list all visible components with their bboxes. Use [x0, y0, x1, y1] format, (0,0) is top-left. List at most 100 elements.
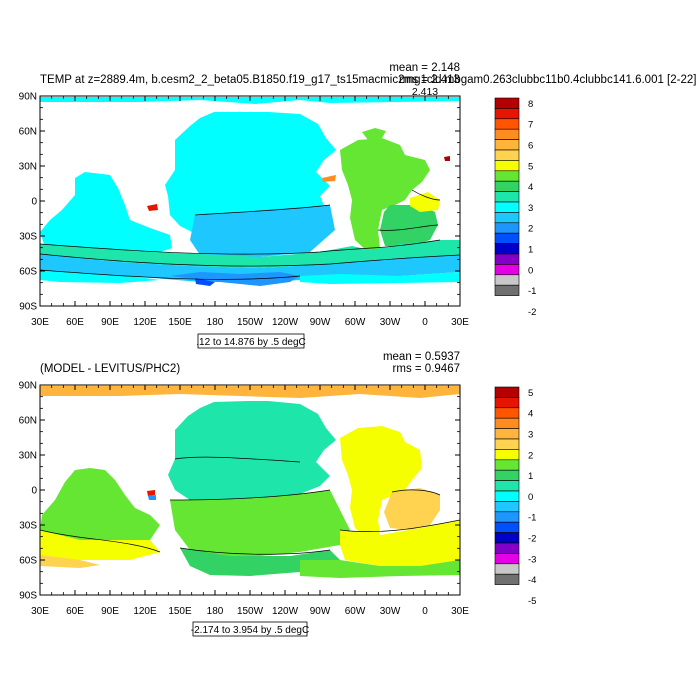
colorbar-swatch — [494, 459, 520, 471]
x-tick-label: 90E — [101, 317, 119, 328]
y-tick-label: 30N — [19, 451, 37, 462]
panel-top-axes: 30E 60E 90E 120E 150E 180 150W 120W 90W 60W 30W 0 30… — [19, 92, 470, 329]
field-southern-ocean-deep — [195, 278, 215, 286]
colorbar-swatch — [494, 149, 520, 161]
colorbar-swatch — [494, 397, 520, 409]
colorbar-swatch — [494, 191, 520, 203]
panel-top-field — [40, 97, 460, 286]
y-tick-label: 90N — [19, 381, 37, 392]
panel-top-range-label: .12 to 14.876 by .5 degC — [196, 337, 306, 348]
x-tick-label: 150W — [237, 606, 264, 617]
colorbar-swatch — [494, 469, 520, 481]
colorbar-swatch — [494, 449, 520, 461]
colorbar-label: -1 — [528, 513, 536, 524]
colorbar-swatch — [494, 222, 520, 234]
field2-south-pacific — [170, 490, 350, 556]
y-tick-label: 30N — [19, 162, 37, 173]
x-tick-label: 120W — [272, 317, 299, 328]
field2-north-pacific — [168, 401, 336, 500]
panel-top-colorbar: 8 7 6 5 4 3 2 1 0 -1 -2 2.413 — [412, 86, 537, 318]
colorbar-label: -2 — [528, 534, 536, 545]
x-tick-label: 60E — [66, 317, 84, 328]
field-north-atlantic-warm — [340, 138, 430, 252]
colorbar-label: 7 — [528, 120, 533, 131]
field-med-patch — [444, 156, 450, 161]
panel-bottom-field — [40, 386, 460, 578]
panel-bottom-range-label: -2.174 to 3.954 by .5 degC — [191, 625, 309, 636]
colorbar-swatch — [494, 490, 520, 502]
colorbar-swatch — [494, 108, 520, 120]
field-orange-patch — [322, 175, 336, 182]
field-eastern-atlantic-warm — [410, 192, 440, 212]
colorbar-swatch — [494, 232, 520, 244]
field2-southern-indian — [40, 555, 100, 568]
x-tick-label: 30E — [451, 317, 469, 328]
x-tick-label: 150E — [168, 606, 192, 617]
x-tick-label: 30E — [451, 606, 469, 617]
x-tick-label: 30E — [31, 606, 49, 617]
colorbar-swatch — [494, 118, 520, 130]
colorbar-label: -3 — [528, 554, 536, 565]
colorbar-label: 5 — [528, 388, 533, 399]
x-tick-label: 60W — [345, 606, 366, 617]
colorbar-label: 4 — [528, 182, 533, 193]
x-tick-label: 90W — [310, 317, 331, 328]
colorbar-label: -1 — [528, 286, 536, 297]
field2-red-patch — [147, 490, 155, 496]
field-indian-ocean — [40, 172, 172, 252]
panel-bottom-contours — [40, 456, 460, 555]
x-tick-label: 30W — [380, 317, 401, 328]
field2-blue-patch — [148, 495, 156, 500]
x-tick-label: 60W — [345, 317, 366, 328]
colorbar-swatch — [494, 407, 520, 419]
panel-bottom-range-box — [192, 621, 308, 637]
field-southern-ocean-4 — [40, 270, 160, 283]
field2-southern-atlantic-2 — [340, 520, 460, 566]
y-tick-label: 0 — [31, 486, 37, 497]
colorbar-label: 1 — [528, 245, 533, 256]
colorbar-swatch — [494, 521, 520, 533]
colorbar-swatch — [494, 180, 520, 192]
colorbar-swatch — [494, 243, 520, 255]
panel-bottom-axes: 30E 60E 90E 120E 150E 180 150W 120W 90W 60W 30W 0 30… — [19, 381, 470, 618]
panel-bottom-colorbar: 5 4 3 2 1 0 -1 -2 -3 -4 -5 — [494, 386, 536, 607]
x-tick-label: 180 — [207, 317, 224, 328]
colorbar-label: 8 — [528, 99, 533, 110]
colorbar-swatch — [494, 532, 520, 544]
y-tick-label: 90S — [19, 302, 37, 313]
colorbar-swatch — [494, 201, 520, 213]
y-tick-label: 90N — [19, 92, 37, 103]
panel-top: TEMP at z=2889.4m, b.cesm2_2_beta05.B185… — [19, 62, 696, 349]
colorbar-swatch — [494, 139, 520, 151]
field2-east-atlantic — [384, 488, 440, 530]
x-tick-label: 90W — [310, 606, 331, 617]
colorbar-label: 1 — [528, 471, 533, 482]
colorbar-swatch — [494, 428, 520, 440]
colorbar-label: 0 — [528, 492, 533, 503]
x-tick-label: 60E — [66, 606, 84, 617]
x-tick-label: 0 — [422, 606, 428, 617]
colorbar-swatch — [494, 274, 520, 286]
panel-top-title: TEMP at z=2889.4m, b.cesm2_2_beta05.B185… — [40, 74, 696, 86]
colorbar-swatch — [494, 284, 520, 296]
panel-top-range-box — [197, 333, 305, 349]
colorbar-swatch — [494, 542, 520, 554]
colorbar-label: 6 — [528, 141, 533, 152]
x-tick-label: 180 — [207, 606, 224, 617]
colorbar-label: 0 — [528, 265, 533, 276]
colorbar-swatch — [494, 253, 520, 265]
y-tick-label: 60N — [19, 127, 37, 138]
panel-bottom-rms: rms = 0.9467 — [393, 363, 460, 375]
x-tick-label: 0 — [422, 317, 428, 328]
colorbar-swatch — [494, 417, 520, 429]
field-south-atlantic — [380, 205, 438, 246]
x-tick-label: 150W — [237, 317, 264, 328]
panel-bottom-mean: mean = 0.5937 — [383, 351, 460, 363]
field2-indian-ocean — [40, 468, 160, 540]
colorbar-swatch — [494, 511, 520, 523]
colorbar-label: 4 — [528, 409, 533, 420]
field2-southern-far — [300, 560, 460, 578]
colorbar-swatch — [494, 553, 520, 565]
panel-top-contours — [40, 189, 460, 280]
